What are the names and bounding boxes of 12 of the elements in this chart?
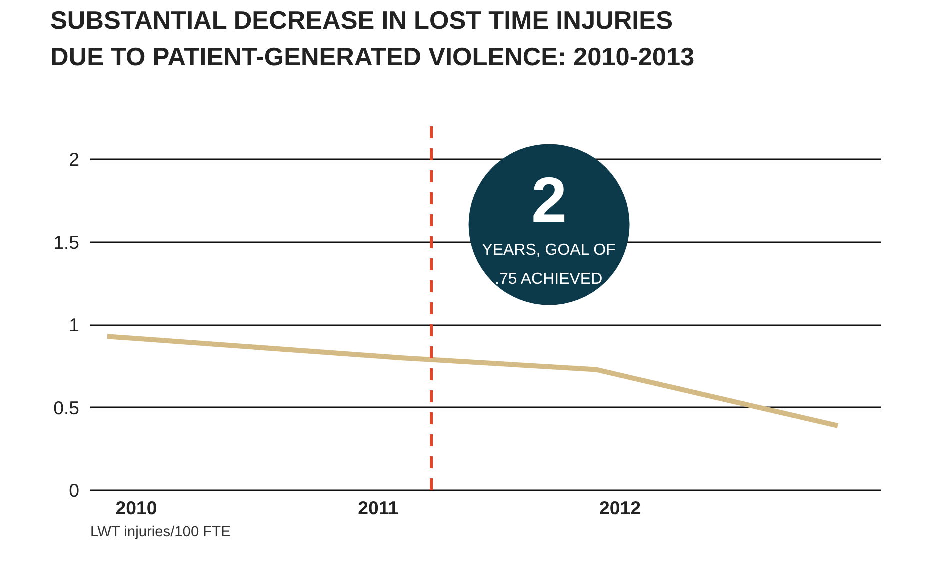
x-tick-label: 2012 <box>600 498 642 518</box>
annotation: YEARS, GOAL OF .75 ACHIEVED <box>482 242 616 288</box>
y-tick-label: 1 <box>69 314 80 336</box>
y-tick-label: 1.5 <box>54 232 80 253</box>
chart-title: SUBSTANTIAL DECREASE IN LOST TIME INJURIES DUE TO PATIENT-GENERATED VIOLENCE: 2010-2013 <box>50 7 695 72</box>
x-tick-label: 2011 <box>358 498 399 518</box>
text: LWT injuries/100 FTE <box>90 524 232 540</box>
x-tick-label: 2010 <box>116 498 158 518</box>
annotation: 2 <box>531 164 568 236</box>
y-tick-label: 0.5 <box>54 397 80 418</box>
y-tick-label: 0 <box>69 480 80 501</box>
y-tick-label: 2 <box>69 149 80 170</box>
